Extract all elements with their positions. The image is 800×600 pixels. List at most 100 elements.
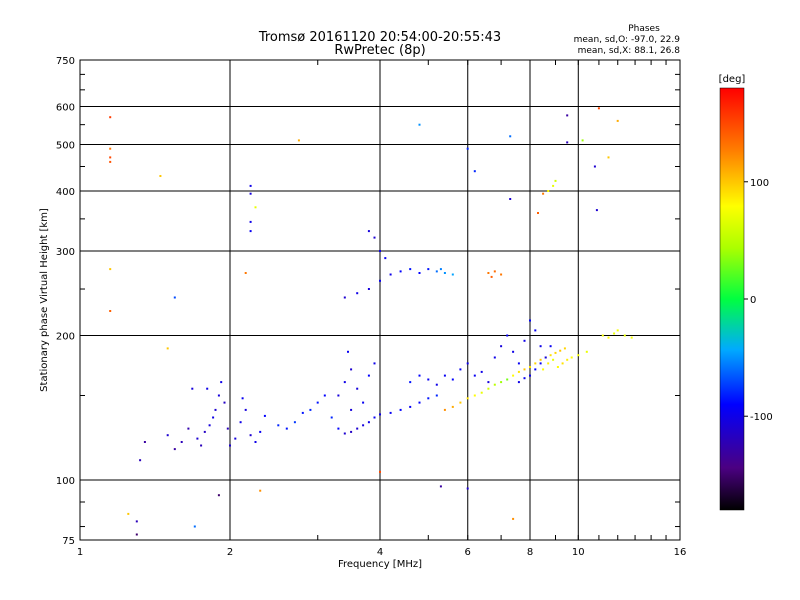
y-tick-label: 500 [56, 141, 75, 152]
data-point [347, 350, 349, 353]
data-point [367, 230, 370, 233]
data-point [226, 427, 229, 430]
data-point [459, 401, 462, 404]
x-axis-label: Frequency [MHz] [338, 559, 422, 570]
data-point [166, 347, 169, 350]
stats-heading: Phases [628, 24, 660, 34]
data-point [337, 427, 340, 430]
data-point [487, 272, 490, 274]
data-point [506, 378, 509, 381]
data-point [254, 441, 257, 443]
data-point [473, 170, 476, 173]
y-tick-label: 600 [56, 103, 75, 114]
data-point [367, 421, 370, 424]
data-point [607, 336, 610, 339]
data-point [534, 362, 537, 365]
data-point [109, 147, 112, 150]
data-point [451, 405, 454, 408]
data-point [301, 411, 304, 414]
data-point [529, 366, 531, 368]
data-point [418, 123, 421, 126]
data-point [539, 345, 542, 348]
colorbar [719, 87, 745, 511]
y-tick-label: 200 [56, 332, 75, 343]
data-point [439, 485, 442, 488]
colorbar-tick-label: -100 [750, 412, 773, 423]
data-point [109, 310, 112, 312]
data-point [343, 381, 346, 384]
data-point [427, 378, 430, 381]
data-point [200, 444, 203, 447]
data-point [544, 356, 547, 359]
data-point [373, 416, 376, 419]
data-point [542, 192, 545, 195]
data-point [135, 533, 138, 536]
data-point [379, 250, 381, 252]
data-point [529, 374, 531, 377]
data-point [373, 362, 376, 365]
data-point [517, 381, 520, 384]
data-point [537, 212, 539, 214]
data-point [350, 430, 353, 433]
data-point [512, 374, 515, 377]
colorbar-tick-label: 100 [750, 178, 769, 189]
colorbar-label: [deg] [719, 74, 746, 85]
data-point [249, 192, 252, 195]
data-point [459, 368, 462, 371]
data-point [552, 184, 555, 187]
data-point [309, 408, 312, 411]
data-point [244, 272, 247, 274]
data-point [350, 368, 353, 371]
data-point [593, 165, 596, 168]
data-point [534, 368, 537, 371]
data-point [529, 319, 531, 322]
data-point [473, 394, 476, 397]
data-point [539, 358, 542, 361]
data-point [399, 408, 402, 411]
data-point [166, 434, 169, 437]
data-point [249, 220, 252, 223]
data-point [356, 292, 359, 295]
data-point [373, 236, 376, 239]
data-point [566, 358, 569, 361]
data-point [561, 362, 564, 365]
data-point [379, 413, 381, 416]
data-point [566, 141, 569, 144]
data-point [418, 374, 421, 377]
data-point [451, 273, 454, 276]
data-point [523, 368, 526, 371]
data-point [254, 206, 257, 209]
data-point [217, 494, 220, 497]
data-point [509, 198, 512, 200]
data-point [547, 190, 550, 192]
data-point [180, 441, 183, 443]
x-tick-label: 10 [572, 547, 585, 558]
data-point [506, 334, 509, 337]
data-point [566, 114, 569, 117]
data-point [143, 441, 146, 443]
data-point [601, 334, 604, 337]
data-point [487, 381, 490, 384]
data-point [443, 374, 446, 377]
data-point [244, 408, 247, 411]
data-point [443, 408, 446, 411]
x-tick-label: 6 [465, 547, 471, 558]
data-point [595, 209, 598, 212]
data-point [466, 362, 469, 365]
x-tick-label: 2 [227, 547, 233, 558]
data-point [549, 354, 552, 357]
data-point [607, 156, 610, 159]
data-point [480, 370, 483, 373]
data-point [223, 401, 226, 404]
data-point [409, 381, 412, 384]
data-point [159, 175, 162, 177]
data-point [427, 268, 430, 271]
data-point [435, 270, 438, 273]
data-point [466, 397, 469, 400]
data-point [379, 470, 381, 473]
data-point [203, 430, 206, 433]
data-point [549, 345, 552, 348]
stats-line-o: mean, sd,O: -97.0, 22.9 [574, 35, 681, 45]
data-point [135, 520, 138, 523]
y-tick-label: 75 [62, 536, 75, 547]
